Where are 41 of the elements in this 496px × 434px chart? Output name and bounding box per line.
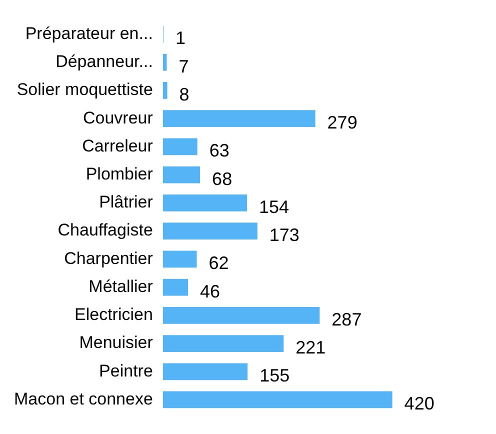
data-label: 1 <box>175 28 186 48</box>
bar <box>162 82 168 99</box>
data-label: 7 <box>178 56 189 76</box>
bar <box>162 250 197 268</box>
data-label: 221 <box>296 337 326 358</box>
data-label: 287 <box>332 309 362 330</box>
y-tick-label: Electricien <box>74 305 153 324</box>
data-label: 62 <box>208 253 229 274</box>
data-label: 8 <box>179 84 190 104</box>
bar <box>162 222 258 240</box>
y-tick-label: Menuisier <box>79 333 154 352</box>
data-label: 155 <box>260 366 290 386</box>
bar <box>162 54 167 71</box>
data-label: 173 <box>269 225 300 246</box>
bar <box>162 391 392 408</box>
y-tick-label: Solier moquettiste <box>16 80 153 100</box>
data-label: 68 <box>212 168 232 189</box>
data-label: 46 <box>200 281 220 302</box>
y-tick-label: Charpentier <box>64 248 154 268</box>
y-tick-label: Peintre <box>99 361 153 380</box>
bar <box>162 335 284 352</box>
y-tick-label: Plâtrier <box>99 192 154 212</box>
y-tick-label: Dépanneur... <box>56 52 153 72</box>
data-label: 420 <box>404 394 434 414</box>
y-tick-label: Métallier <box>88 276 154 296</box>
bar <box>162 194 248 212</box>
bar <box>162 363 248 380</box>
bar <box>162 110 316 128</box>
data-label: 154 <box>259 196 290 217</box>
data-label: 63 <box>209 140 230 161</box>
bar <box>162 278 188 296</box>
y-tick-label: Macon et connexe <box>14 389 153 408</box>
y-tick-label: Couvreur <box>83 108 154 128</box>
y-tick-label: Chauffagiste <box>58 220 153 240</box>
bar <box>162 306 320 324</box>
y-tick-label: Carreleur <box>82 136 154 156</box>
data-label: 279 <box>327 112 358 133</box>
bar <box>162 166 200 184</box>
bar <box>162 138 198 156</box>
y-tick-label: Préparateur en... <box>25 24 153 43</box>
y-tick-label: Plombier <box>86 164 154 184</box>
